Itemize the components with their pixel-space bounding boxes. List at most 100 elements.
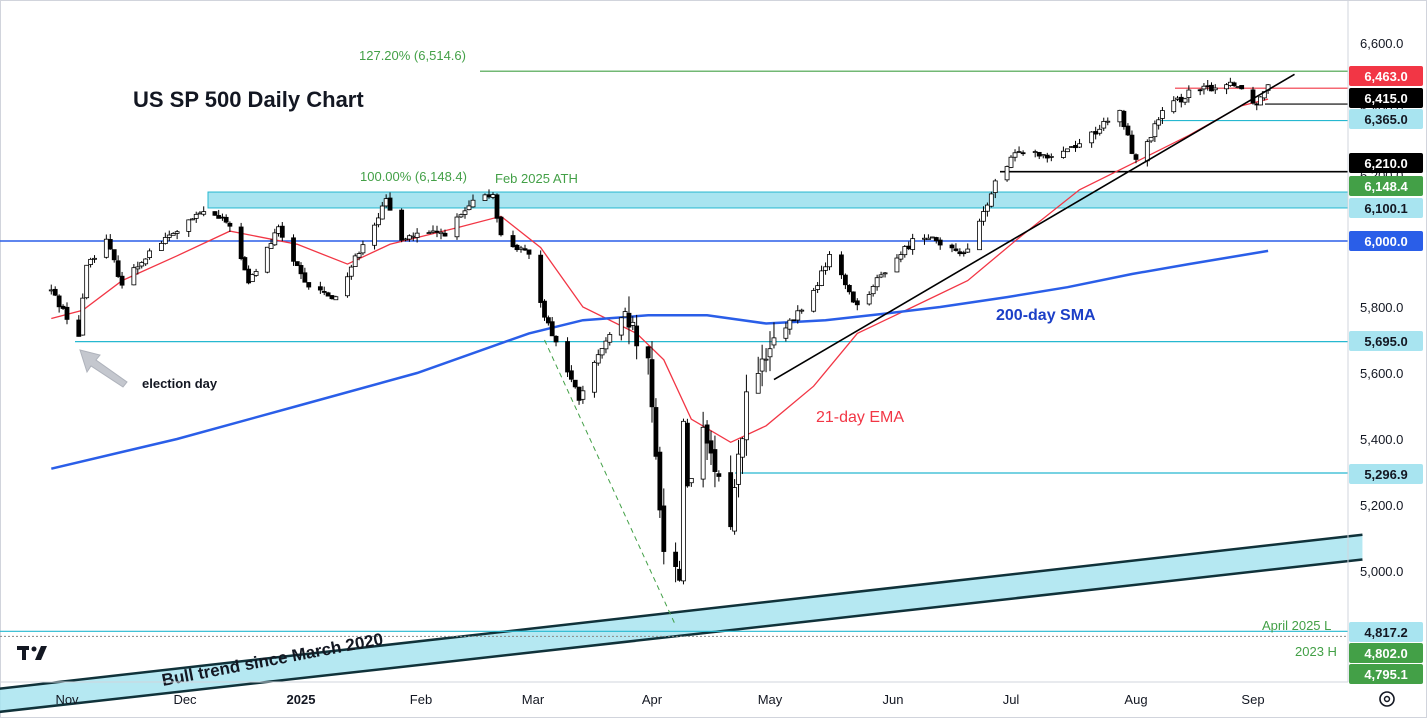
candle-body [618,317,624,336]
candle-body [926,237,931,240]
candle-body [634,325,640,347]
candle-body [898,254,904,260]
x-tick-label: Jun [883,692,904,707]
candle-body [700,426,706,480]
candle-body [186,219,192,232]
candle-body [949,244,955,249]
candle-body [799,309,805,312]
resistance-zone [207,191,1349,209]
candle-body [166,234,172,238]
price-label-text: 5,296.9 [1364,467,1407,482]
candle-body [242,257,248,271]
annotation-21-day-ema: 21-day EMA [816,409,904,426]
candle-body [732,487,737,532]
candle-body [933,237,939,242]
candle-body [795,310,801,321]
price-label-text: 4,817.2 [1364,625,1407,640]
x-tick-label: Dec [173,692,197,707]
y-tick-label: 5,600.0 [1360,366,1403,381]
candle-body [704,424,710,444]
candle-body [977,220,982,251]
candle-body [630,321,636,326]
candle-body [1008,156,1014,168]
candle-body [565,341,570,373]
candle-body [937,239,943,246]
candle-body [688,477,694,484]
candle-body [819,270,824,286]
price-label-badge [1349,88,1423,108]
candle-body [442,232,448,237]
candle-body [878,274,884,278]
price-label-text: 4,795.1 [1364,667,1407,682]
candle-body [965,248,971,253]
gear-icon[interactable] [1379,691,1395,707]
candle-body [874,277,880,288]
candle-body [1182,98,1188,103]
candle-body [626,312,632,328]
price-label-text: 6,210.0 [1364,156,1407,171]
candle-body [712,449,718,472]
candle-body [268,243,274,249]
candle-body [1032,151,1038,153]
y-tick-label: 5,400.0 [1360,432,1403,447]
candle-body [190,218,195,221]
price-label-badge [1349,231,1423,251]
gear-icon-inner[interactable] [1383,695,1391,703]
candle-body [1239,85,1245,90]
candle-body [744,391,749,441]
candle-body [592,362,597,393]
candle-body [223,216,229,223]
candle-body [1044,154,1050,159]
candle-body [158,242,164,251]
candle-body [1117,109,1123,123]
candle-body [740,438,745,458]
candle-body [147,250,153,258]
candle-body [1129,134,1135,154]
candle-body [294,261,300,267]
candle-body [458,214,464,218]
candle-body [1201,85,1207,90]
support-trendline [773,73,1295,381]
candle-body [815,285,821,290]
price-label-text: 6,148.4 [1364,179,1408,194]
candle-body [174,231,180,234]
candle-body [1101,121,1107,129]
price-label-badge [1349,153,1423,173]
candle-body [103,238,109,258]
candle-body [253,271,259,276]
candle-body [1171,100,1177,113]
candle-body [580,390,586,400]
candle-body [1040,154,1046,157]
candle-body [272,232,278,246]
candle-body [131,267,137,286]
price-label-badge [1349,66,1423,86]
candle-body [661,505,667,552]
candle-body [170,233,176,236]
annotation-100-00-6-148-4: 100.00% (6,148.4) [360,169,467,184]
candle-body [111,249,117,261]
candle-body [1224,84,1229,90]
candle-body [279,225,285,238]
candle-body [542,300,547,318]
price-label-text: 6,000.0 [1364,234,1407,249]
candle-body [115,260,121,277]
candle-body [657,451,663,511]
candle-body [870,286,876,295]
candle-body [352,255,358,268]
logo-dot [31,646,37,652]
candle-body [264,246,270,273]
candle-body [811,290,817,312]
candle-body [238,226,244,260]
gear-icon-outer[interactable] [1379,691,1395,707]
annotation-feb-2025-ath: Feb 2025 ATH [495,171,578,186]
candle-body [466,205,472,211]
candle-body [406,235,412,240]
candle-body [1077,143,1082,148]
candle-body [514,244,520,251]
candle-body [426,232,432,235]
candle-body [823,266,828,271]
candle-body [414,232,420,238]
candle-body [922,237,927,240]
